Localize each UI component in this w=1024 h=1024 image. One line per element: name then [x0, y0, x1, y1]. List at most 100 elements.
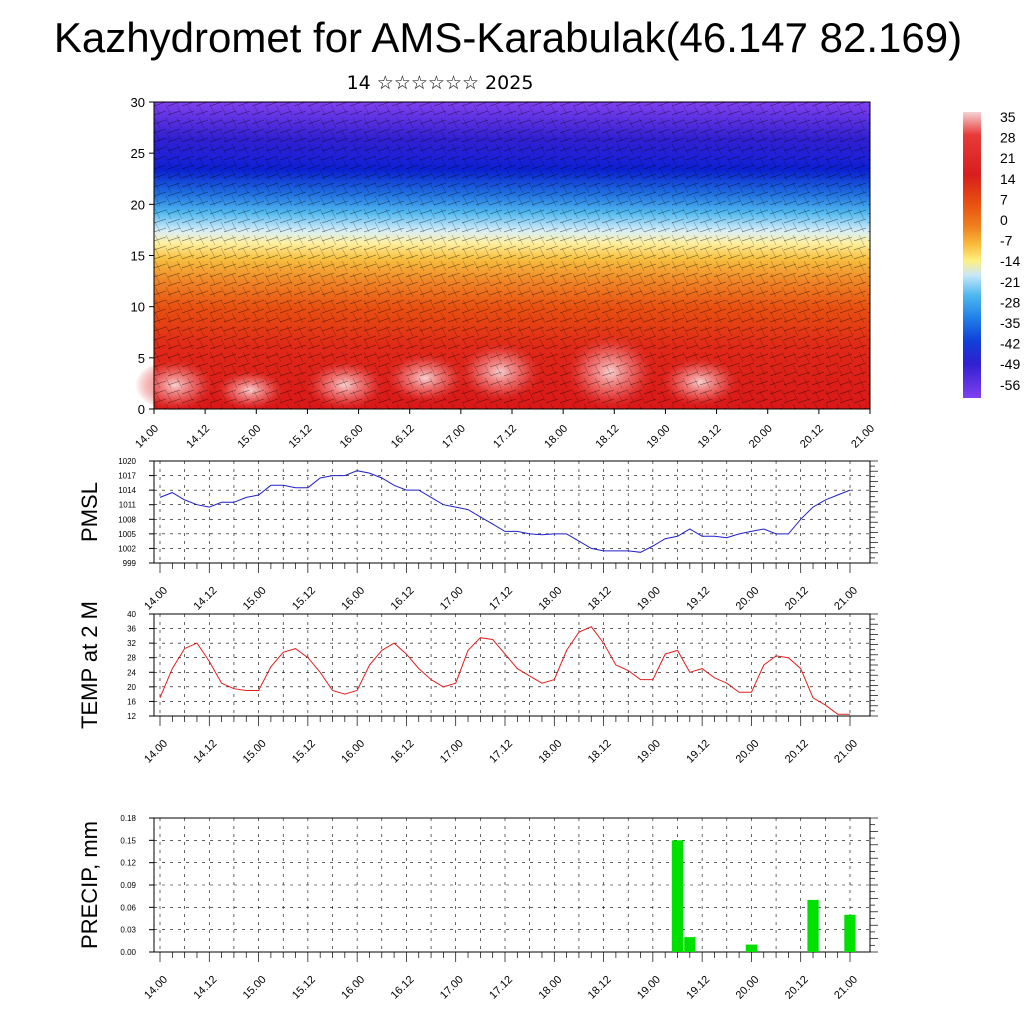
colorbar-label: -14 — [1000, 253, 1020, 269]
y-tick-label: 12 — [127, 712, 136, 721]
x-tick-label: 14.12 — [184, 423, 212, 451]
x-tick-label: 19.12 — [684, 974, 712, 1002]
x-tick-label: 16.00 — [339, 738, 367, 766]
x-tick-label: 15.00 — [235, 423, 263, 451]
colorbar-label: 28 — [1000, 130, 1016, 146]
x-tick-label: 16.12 — [389, 738, 417, 766]
colorbar-label: 7 — [1000, 191, 1008, 207]
x-tick-label: 18.00 — [536, 974, 564, 1002]
colorbar-label: 0 — [1000, 212, 1008, 228]
x-tick-label: 18.12 — [586, 974, 614, 1002]
x-tick-label: 14.12 — [191, 974, 219, 1002]
chart-title: Kazhydromet for AMS-Karabulak(46.147 82.… — [53, 14, 963, 61]
y-tick-label: 0.12 — [120, 859, 136, 868]
x-tick-label: 19.12 — [684, 738, 712, 766]
x-tick-label: 15.00 — [241, 974, 269, 1002]
x-tick-label: 18.12 — [593, 423, 621, 451]
x-tick-label: 14.00 — [142, 738, 170, 766]
x-tick-label: 15.12 — [290, 585, 318, 613]
precip-bar — [745, 944, 758, 952]
temp-panel: 12 16 20 24 28 32 36 40 14.00 14.12 15.00 15.12 16.0… — [77, 601, 878, 766]
x-tick-label: 17.00 — [438, 974, 466, 1002]
x-tick-label: 14.00 — [142, 974, 170, 1002]
x-tick-label: 20.00 — [734, 585, 762, 613]
y-tick-label: 15 — [131, 249, 145, 264]
x-tick-label: 20.00 — [747, 423, 775, 451]
x-tick-label: 15.12 — [290, 974, 318, 1002]
colorbar-label: -49 — [1000, 356, 1020, 372]
colorbar-label: -28 — [1000, 294, 1020, 310]
x-tick-label: 15.00 — [241, 738, 269, 766]
y-tick-label: 24 — [127, 668, 136, 677]
x-tick-label: 14.12 — [191, 738, 219, 766]
x-tick-label: 19.00 — [645, 423, 673, 451]
x-tick-label: 20.00 — [734, 974, 762, 1002]
colorbar-label: -7 — [1000, 233, 1013, 249]
x-tick-label: 17.00 — [438, 585, 466, 613]
precip-bar — [844, 914, 856, 952]
x-tick-label: 17.12 — [487, 738, 515, 766]
y-axis-title: TEMP at 2 M — [77, 601, 102, 729]
y-tick-label: 1005 — [118, 530, 136, 539]
y-tick-label: 0.15 — [120, 836, 136, 845]
pmsl-panel: 999 1002 1005 1008 1011 1014 1017 1020 14.00 14.1… — [77, 457, 878, 613]
x-tick-label: 20.12 — [783, 738, 811, 766]
x-tick-label: 20.00 — [734, 738, 762, 766]
y-tick-label: 1017 — [118, 472, 136, 481]
precip-bar — [807, 899, 819, 952]
y-tick-label: 1020 — [118, 457, 136, 466]
series-line — [159, 470, 851, 553]
colorbar-label: -42 — [1000, 336, 1020, 352]
y-axis-title: PRECIP, mm — [77, 821, 102, 949]
colorbar-label: -21 — [1000, 274, 1020, 290]
x-tick-label: 17.12 — [487, 974, 515, 1002]
x-tick-label: 20.12 — [798, 423, 826, 451]
panel-frame — [153, 613, 871, 717]
x-tick-label: 17.12 — [487, 585, 515, 613]
x-tick-label: 20.12 — [783, 974, 811, 1002]
x-tick-label: 16.00 — [339, 974, 367, 1002]
y-tick-label: 0.03 — [120, 926, 136, 935]
y-tick-label: 0.06 — [120, 903, 136, 912]
y-tick-label: 16 — [127, 697, 136, 706]
x-tick-label: 18.00 — [536, 738, 564, 766]
x-tick-label: 21.00 — [849, 423, 877, 451]
x-tick-label: 17.00 — [438, 738, 466, 766]
x-tick-label: 21.00 — [832, 585, 860, 613]
x-tick-label: 21.00 — [832, 974, 860, 1002]
x-tick-label: 19.00 — [635, 585, 663, 613]
x-tick-label: 14.12 — [191, 585, 219, 613]
y-tick-label: 5 — [138, 351, 145, 366]
precip-bar — [671, 840, 684, 952]
y-tick-label: 0.09 — [120, 881, 136, 890]
y-tick-label: 32 — [127, 639, 136, 648]
x-tick-label: 15.00 — [241, 585, 269, 613]
x-tick-label: 18.00 — [542, 423, 570, 451]
x-tick-label: 15.12 — [287, 423, 315, 451]
series-line — [159, 626, 850, 715]
y-tick-label: 28 — [127, 654, 136, 663]
colorbar-label: 21 — [1000, 150, 1016, 166]
x-tick-label: 18.12 — [586, 738, 614, 766]
y-tick-label: 1008 — [118, 515, 136, 524]
y-axis-title: PMSL — [77, 482, 102, 542]
y-tick-label: 1002 — [118, 544, 136, 553]
x-tick-label: 14.00 — [133, 423, 161, 451]
x-tick-label: 16.12 — [389, 585, 417, 613]
x-tick-label: 19.12 — [696, 423, 724, 451]
y-tick-label: 25 — [131, 146, 145, 161]
panel-frame — [153, 460, 871, 564]
colorbar-label: -56 — [1000, 377, 1020, 393]
y-tick-label: 40 — [127, 610, 136, 619]
x-tick-label: 19.00 — [635, 738, 663, 766]
x-tick-label: 16.12 — [389, 423, 417, 451]
x-tick-label: 18.12 — [586, 585, 614, 613]
colorbar-label: 14 — [1000, 171, 1016, 187]
x-tick-label: 19.00 — [635, 974, 663, 1002]
y-tick-label: 1011 — [119, 501, 137, 510]
colorbar: 35 28 21 14 7 0 -7 -14 -21 -28 -35 -42 -49 -56 — [963, 109, 1020, 398]
x-tick-label: 17.00 — [440, 423, 468, 451]
y-tick-label: 1014 — [118, 486, 136, 495]
x-tick-label: 14.00 — [142, 585, 170, 613]
y-tick-label: 0 — [138, 402, 145, 417]
